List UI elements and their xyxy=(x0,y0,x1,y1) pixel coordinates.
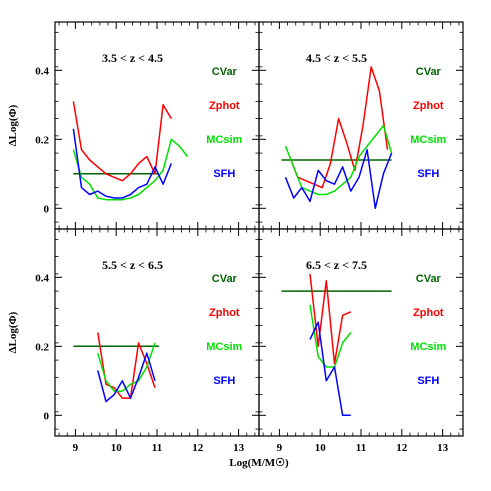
legend-cvar: CVar xyxy=(416,273,442,285)
legend-cvar: CVar xyxy=(416,66,442,78)
x-tick-label: 13 xyxy=(233,442,245,454)
x-tick-label: 12 xyxy=(192,442,204,454)
panel-title: 5.5 < z < 6.5 xyxy=(102,258,163,272)
y-axis-label: ΔLog(Φ) xyxy=(7,104,19,146)
x-tick-label: 11 xyxy=(356,442,366,454)
panel-title: 3.5 < z < 4.5 xyxy=(102,51,163,65)
x-tick-label: 10 xyxy=(111,442,123,454)
legend-cvar: CVar xyxy=(212,273,238,285)
y-axis-label: ΔLog(Φ) xyxy=(7,311,19,353)
y-tick-label: 0.4 xyxy=(35,272,49,284)
series-line-zphot xyxy=(72,101,172,182)
series-line-mcsim xyxy=(284,124,393,196)
series-line-sfh xyxy=(309,321,351,417)
series-line-sfh xyxy=(284,148,393,210)
series-line-sfh xyxy=(72,128,172,199)
x-tick-label: 11 xyxy=(152,442,162,454)
x-axis-label: Log(M/M☉) xyxy=(229,457,289,469)
panel-2: 4.5 < z < 5.5 CVar Zphot MCsim SFH xyxy=(258,21,464,230)
x-tick-label: 12 xyxy=(396,442,408,454)
y-tick-label: 0 xyxy=(44,410,50,422)
legend-zphot: Zphot xyxy=(413,307,444,319)
y-tick-label: 0.2 xyxy=(35,341,49,353)
x-tick-label: 10 xyxy=(315,442,327,454)
series-line-mcsim xyxy=(72,138,189,201)
legend-sfh: SFH xyxy=(213,375,235,387)
x-tick-label: 13 xyxy=(437,442,449,454)
legend-zphot: Zphot xyxy=(209,100,240,112)
legend-zphot: Zphot xyxy=(413,100,444,112)
panel-title: 6.5 < z < 7.5 xyxy=(306,258,367,272)
legend-mcsim: MCsim xyxy=(410,134,446,146)
panel-4: 9 10 11 12 13 6.5 < z < 7.5 CVar Zphot MCsim SFH xyxy=(258,228,464,454)
legend-sfh: SFH xyxy=(417,375,439,387)
series-line-sfh xyxy=(97,352,156,403)
legend-mcsim: MCsim xyxy=(206,134,242,146)
x-tick-label: 9 xyxy=(73,442,79,454)
legend-sfh: SFH xyxy=(213,168,235,180)
panel-3: 9 10 11 12 13 0 0.2 0.4 5.5 < z < 6.5 CVar Zphot MC… xyxy=(35,228,260,454)
legend-mcsim: MCsim xyxy=(206,341,242,353)
panel-title: 4.5 < z < 5.5 xyxy=(306,51,367,65)
legend-cvar: CVar xyxy=(212,66,238,78)
y-tick-label: 0.4 xyxy=(35,65,49,77)
y-tick-label: 0 xyxy=(44,203,50,215)
legend-zphot: Zphot xyxy=(209,307,240,319)
y-tick-label: 0.2 xyxy=(35,134,49,146)
series-line-zphot xyxy=(309,273,352,365)
x-tick-label: 9 xyxy=(277,442,283,454)
panel-1: 0 0.2 0.4 3.5 < z < 4.5 CVar Zphot MCsim SFH xyxy=(35,21,260,230)
legend-mcsim: MCsim xyxy=(410,341,446,353)
series-line-zphot xyxy=(97,332,156,399)
legend-sfh: SFH xyxy=(417,168,439,180)
series-line-mcsim xyxy=(309,304,352,368)
series-line-zphot xyxy=(288,66,389,189)
